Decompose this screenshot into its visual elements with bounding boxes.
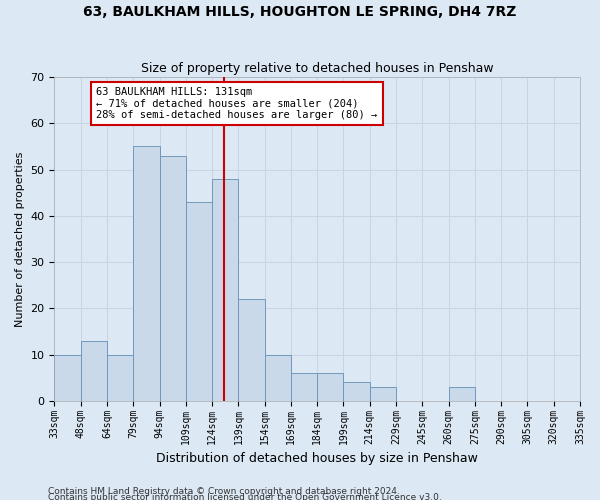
Bar <box>370 387 396 401</box>
Bar <box>317 373 343 401</box>
X-axis label: Distribution of detached houses by size in Penshaw: Distribution of detached houses by size … <box>156 452 478 465</box>
Bar <box>55 354 80 401</box>
Bar <box>265 354 291 401</box>
Text: 63, BAULKHAM HILLS, HOUGHTON LE SPRING, DH4 7RZ: 63, BAULKHAM HILLS, HOUGHTON LE SPRING, … <box>83 5 517 19</box>
Bar <box>238 299 265 401</box>
Title: Size of property relative to detached houses in Penshaw: Size of property relative to detached ho… <box>141 62 494 74</box>
Bar <box>449 387 475 401</box>
Bar <box>212 179 238 401</box>
Y-axis label: Number of detached properties: Number of detached properties <box>15 151 25 326</box>
Bar <box>291 373 317 401</box>
Bar <box>186 202 212 401</box>
Bar <box>160 156 186 401</box>
Text: Contains HM Land Registry data © Crown copyright and database right 2024.: Contains HM Land Registry data © Crown c… <box>48 486 400 496</box>
Text: 63 BAULKHAM HILLS: 131sqm
← 71% of detached houses are smaller (204)
28% of semi: 63 BAULKHAM HILLS: 131sqm ← 71% of detac… <box>97 87 378 120</box>
Bar <box>107 354 133 401</box>
Bar <box>80 340 107 401</box>
Text: Contains public sector information licensed under the Open Government Licence v3: Contains public sector information licen… <box>48 492 442 500</box>
Bar <box>343 382 370 401</box>
Bar <box>133 146 160 401</box>
